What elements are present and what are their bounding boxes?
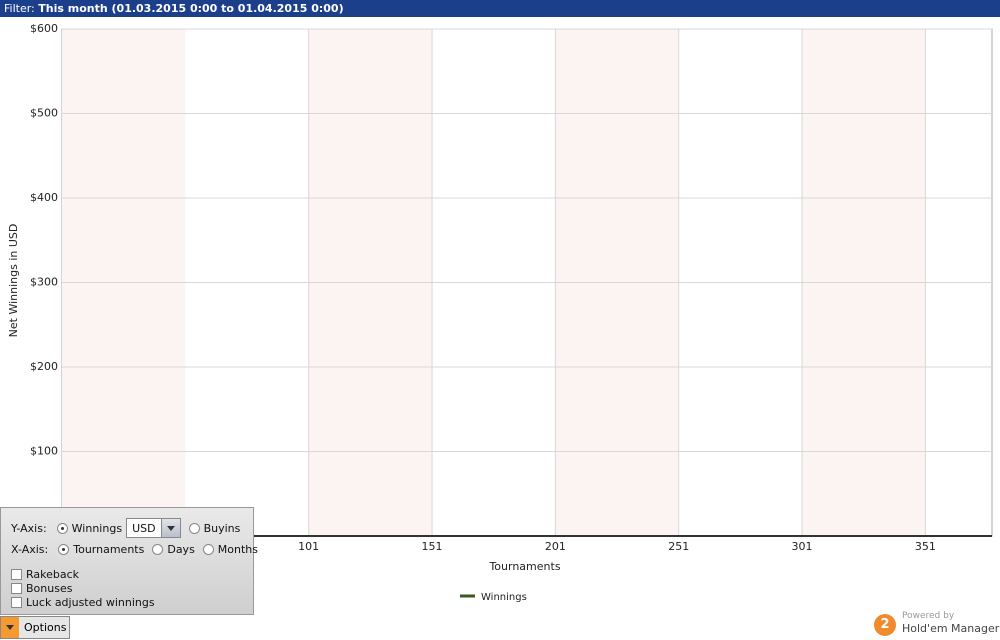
x-tick-label: 251 — [668, 540, 689, 553]
x-tick-label: 351 — [915, 540, 936, 553]
currency-select[interactable]: USD — [126, 518, 181, 538]
legend-label: Winnings — [481, 592, 527, 603]
checkbox[interactable] — [11, 597, 22, 608]
x-tick-label: 201 — [545, 540, 566, 553]
options-panel: Y-Axis: Winnings USD Buyins X-Axis: Tour… — [0, 507, 258, 615]
radio-label[interactable]: Buyins — [203, 521, 241, 535]
filter-bar: Filter: This month (01.03.2015 0:00 to 0… — [0, 0, 1000, 17]
x-tick-label: 151 — [422, 540, 443, 553]
y-tick-label: $100 — [30, 445, 58, 458]
options-button[interactable]: Options — [0, 616, 70, 639]
x-axis-label: X-Axis: — [11, 543, 49, 556]
filter-value: This month (01.03.2015 0:00 to 01.04.201… — [38, 2, 344, 15]
checkbox-label[interactable]: Rakeback — [26, 568, 80, 581]
radio-label[interactable]: Months — [217, 543, 259, 556]
x-axis-title: Tournaments — [488, 560, 560, 573]
x-tick-label: 101 — [298, 540, 319, 553]
radio[interactable] — [58, 544, 70, 555]
radio-label[interactable]: Days — [167, 543, 195, 556]
select-value: USD — [132, 521, 156, 535]
logo-badge: 2 — [874, 614, 896, 636]
x-axis-row: X-Axis: Tournaments Days Months — [11, 543, 258, 556]
x-tick-label: 301 — [792, 540, 813, 553]
radio-label[interactable]: Winnings — [71, 521, 123, 535]
checkbox[interactable] — [11, 569, 22, 580]
radio[interactable] — [202, 544, 214, 555]
y-axis-title: Net Winnings in USD — [7, 224, 20, 338]
checkbox-label[interactable]: Bonuses — [26, 582, 73, 595]
radio[interactable] — [188, 522, 200, 534]
checkbox-row: Rakeback — [11, 568, 79, 581]
y-axis-row: Y-Axis: Winnings USD Buyins — [11, 518, 240, 538]
y-tick-label: $400 — [30, 191, 58, 204]
checkbox-row: Luck adjusted winnings — [11, 596, 155, 609]
y-axis-label: Y-Axis: — [11, 521, 47, 535]
powered-by: Powered by — [902, 611, 955, 621]
checkbox-row: Bonuses — [11, 582, 72, 595]
y-tick-label: $300 — [30, 276, 58, 289]
y-tick-label: $600 — [30, 22, 58, 35]
y-tick-label: $200 — [30, 360, 58, 373]
product-name: Hold'em Manager — [902, 622, 1000, 635]
y-tick-label: $500 — [30, 107, 58, 120]
radio[interactable] — [56, 522, 68, 534]
checkbox[interactable] — [11, 583, 22, 594]
branding: 2 Powered by Hold'em Manager — [874, 611, 1000, 638]
button-label: Options — [24, 621, 67, 634]
radio[interactable] — [152, 544, 164, 555]
checkbox-label[interactable]: Luck adjusted winnings — [26, 596, 155, 609]
filter-label: Filter: — [4, 2, 35, 15]
radio-label[interactable]: Tournaments — [73, 543, 145, 556]
